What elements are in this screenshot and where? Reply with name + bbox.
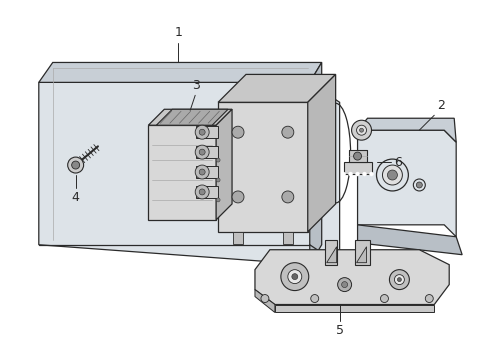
Circle shape xyxy=(394,275,404,285)
Text: 2: 2 xyxy=(436,99,444,112)
Circle shape xyxy=(195,145,209,159)
Text: 3: 3 xyxy=(192,79,200,92)
Polygon shape xyxy=(324,240,336,265)
Circle shape xyxy=(281,191,293,203)
Circle shape xyxy=(310,294,318,302)
Circle shape xyxy=(67,157,83,173)
Polygon shape xyxy=(196,166,218,178)
Circle shape xyxy=(291,274,297,280)
Polygon shape xyxy=(218,75,335,102)
Circle shape xyxy=(216,198,220,202)
Polygon shape xyxy=(357,118,455,142)
Circle shape xyxy=(388,270,408,289)
Circle shape xyxy=(280,263,308,291)
Circle shape xyxy=(216,158,220,162)
Circle shape xyxy=(199,149,205,155)
Circle shape xyxy=(425,294,432,302)
Circle shape xyxy=(351,120,371,140)
Text: 4: 4 xyxy=(72,191,80,204)
Polygon shape xyxy=(356,247,366,263)
Circle shape xyxy=(415,182,422,188)
Polygon shape xyxy=(357,130,455,237)
Circle shape xyxy=(397,278,401,282)
Circle shape xyxy=(195,185,209,199)
Circle shape xyxy=(359,128,363,132)
Circle shape xyxy=(195,165,209,179)
Circle shape xyxy=(356,125,366,135)
Circle shape xyxy=(382,165,402,185)
Circle shape xyxy=(341,282,347,288)
Polygon shape xyxy=(307,75,335,232)
Circle shape xyxy=(72,161,80,169)
Polygon shape xyxy=(309,62,321,265)
Polygon shape xyxy=(216,109,232,220)
Circle shape xyxy=(287,270,301,284)
Circle shape xyxy=(369,172,373,176)
Polygon shape xyxy=(348,150,366,162)
Polygon shape xyxy=(148,125,216,220)
Polygon shape xyxy=(218,102,307,232)
Polygon shape xyxy=(196,186,218,198)
Circle shape xyxy=(362,172,366,176)
Polygon shape xyxy=(357,225,461,255)
Circle shape xyxy=(199,129,205,135)
Polygon shape xyxy=(156,109,227,125)
Circle shape xyxy=(380,294,387,302)
Polygon shape xyxy=(282,232,292,244)
Polygon shape xyxy=(39,62,321,82)
Polygon shape xyxy=(354,240,369,265)
Text: 5: 5 xyxy=(335,324,343,337)
Polygon shape xyxy=(233,232,243,244)
Polygon shape xyxy=(148,109,232,125)
Circle shape xyxy=(348,172,352,176)
Polygon shape xyxy=(196,146,218,158)
Circle shape xyxy=(355,172,359,176)
Text: 6: 6 xyxy=(394,156,402,168)
Circle shape xyxy=(216,178,220,182)
Circle shape xyxy=(376,159,407,191)
Text: 1: 1 xyxy=(174,26,182,39)
Circle shape xyxy=(232,191,244,203)
Polygon shape xyxy=(343,162,371,174)
Circle shape xyxy=(386,170,397,180)
Circle shape xyxy=(412,179,425,191)
Polygon shape xyxy=(254,289,274,312)
Circle shape xyxy=(353,152,361,160)
Circle shape xyxy=(199,169,205,175)
Polygon shape xyxy=(39,82,339,265)
Polygon shape xyxy=(274,305,433,312)
Circle shape xyxy=(199,189,205,195)
Circle shape xyxy=(281,126,293,138)
Polygon shape xyxy=(326,247,336,263)
Circle shape xyxy=(261,294,268,302)
Polygon shape xyxy=(254,250,448,305)
Circle shape xyxy=(341,172,345,176)
Circle shape xyxy=(337,278,351,292)
Circle shape xyxy=(195,125,209,139)
Circle shape xyxy=(232,126,244,138)
Polygon shape xyxy=(196,126,218,138)
